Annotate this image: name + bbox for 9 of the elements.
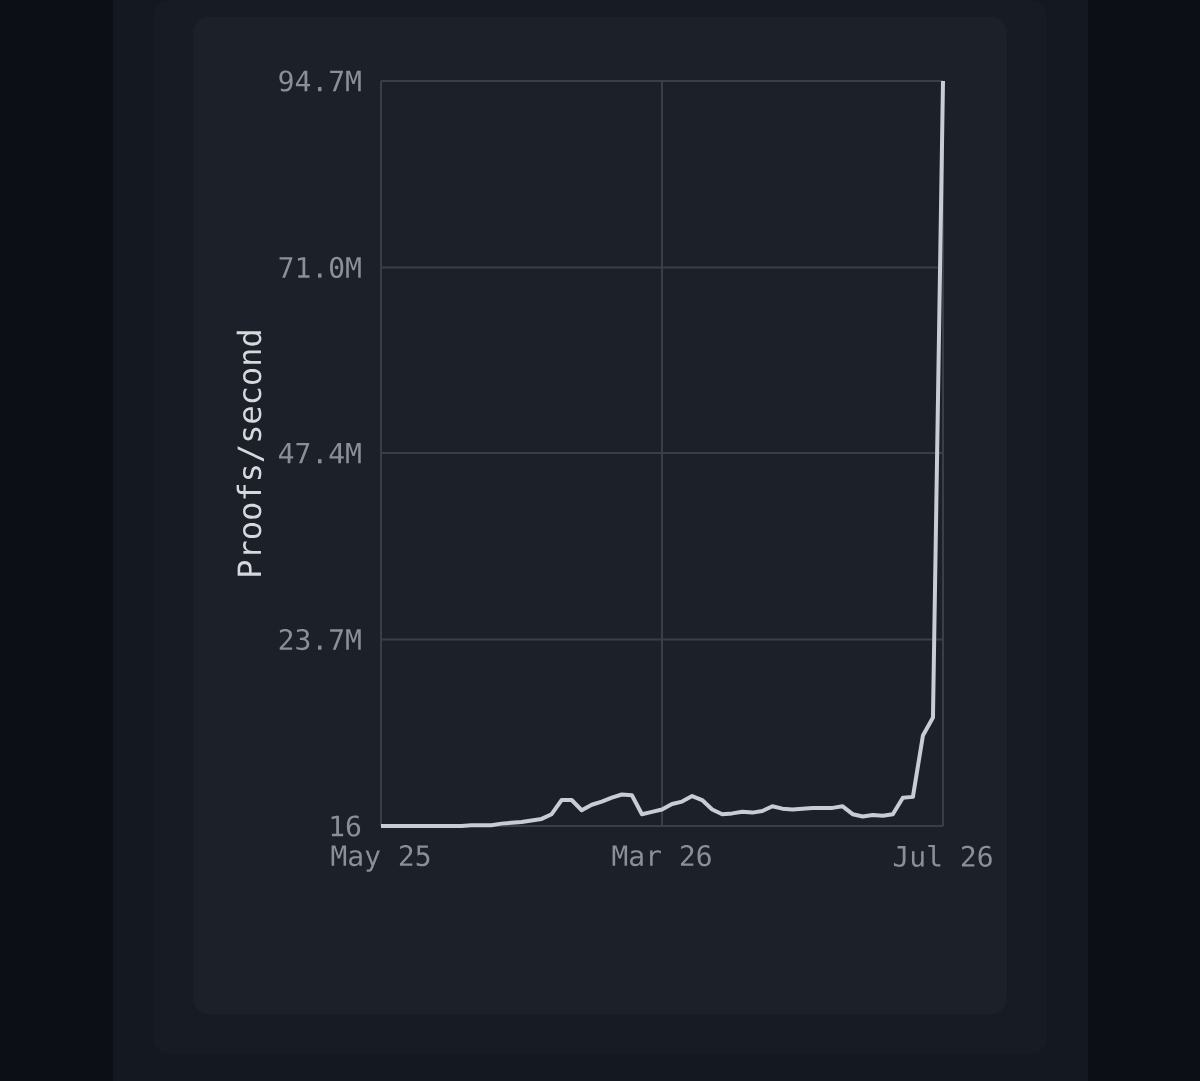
y-tick-label: 23.7M: [279, 628, 361, 651]
x-tick-label: Jul 26: [893, 845, 992, 867]
y-tick-label: 16: [331, 815, 361, 837]
y-axis-title: Proofs/second: [236, 331, 264, 576]
x-tick-label: Mar 26: [612, 845, 711, 867]
y-tick-label: 71.0M: [279, 256, 361, 279]
x-tick-label: May 25: [331, 845, 430, 872]
y-tick-label: 94.7M: [279, 70, 361, 92]
y-tick-label: 47.4M: [279, 442, 361, 464]
